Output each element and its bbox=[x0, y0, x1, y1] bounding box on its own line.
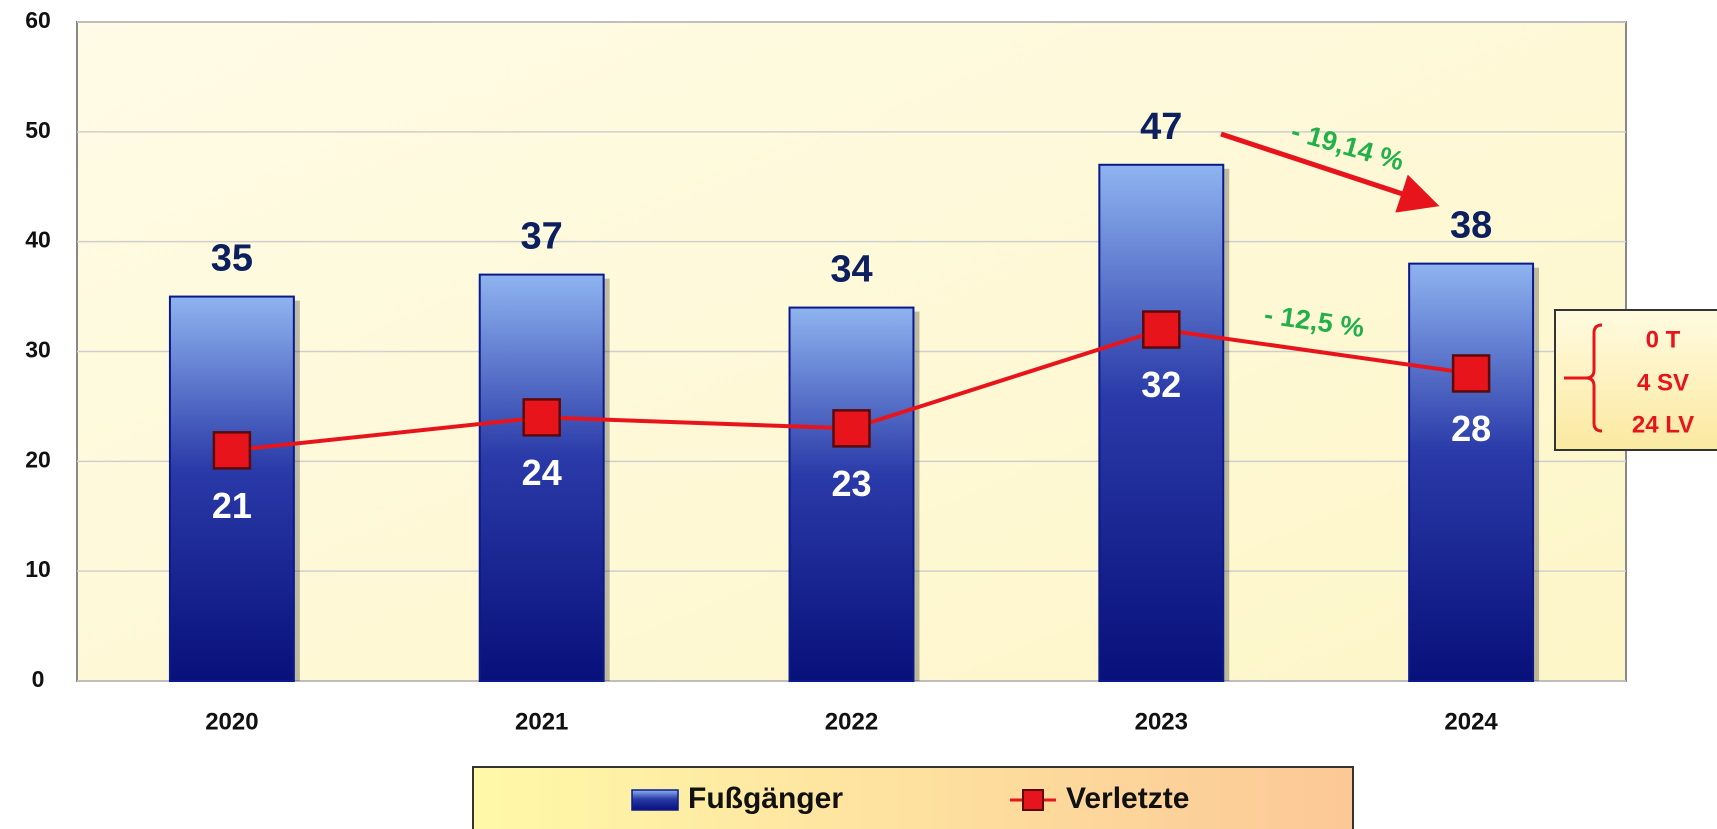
line-marker bbox=[522, 398, 561, 437]
line-marker bbox=[832, 409, 871, 448]
bar-value-label: 47 bbox=[1140, 106, 1182, 148]
bar bbox=[478, 273, 605, 682]
line-marker bbox=[212, 431, 252, 470]
bar-value-label: 34 bbox=[830, 249, 872, 291]
brace bbox=[1564, 323, 1603, 433]
line-value-label: 32 bbox=[1141, 364, 1181, 405]
x-tick-label: 2023 bbox=[1135, 708, 1188, 735]
legend-swatch bbox=[1022, 789, 1044, 811]
bar bbox=[788, 306, 915, 682]
y-tick-label: 20 bbox=[25, 446, 51, 472]
line-value-label: 28 bbox=[1451, 408, 1491, 449]
y-tick-label: 40 bbox=[25, 227, 51, 253]
x-tick-label: 2021 bbox=[515, 708, 568, 735]
bar bbox=[1408, 262, 1535, 682]
x-tick-label: 2024 bbox=[1444, 708, 1498, 735]
legend-label: Fußgänger bbox=[688, 782, 843, 815]
grid: 0 10 20 30 40 50 60 2020 2021 2022 2023 2024 bbox=[25, 7, 1626, 735]
bar-value-label: 38 bbox=[1450, 205, 1492, 247]
y-tick-label: 30 bbox=[25, 337, 51, 363]
trend-arrow bbox=[1220, 131, 1440, 213]
side-note: 0 T bbox=[1646, 326, 1681, 353]
x-tick-label: 2020 bbox=[205, 708, 258, 735]
line-value-label: 24 bbox=[522, 452, 562, 493]
bar bbox=[1098, 163, 1225, 683]
legend: Fußgänger Verletzte bbox=[631, 782, 1189, 815]
side-note: 24 LV bbox=[1632, 411, 1694, 438]
y-tick-label: 50 bbox=[25, 117, 51, 143]
y-tick-label: 10 bbox=[25, 556, 51, 582]
bar bbox=[168, 295, 295, 682]
legend-label: Verletzte bbox=[1066, 782, 1189, 815]
y-tick-label: 0 bbox=[32, 666, 45, 692]
side-note: 4 SV bbox=[1637, 369, 1689, 396]
marks: 35 37 34 47 38 21 24 23 32 28 bbox=[168, 106, 1540, 683]
bar-value-label: 37 bbox=[521, 216, 563, 258]
line-value-label: 23 bbox=[831, 463, 871, 504]
legend-box bbox=[472, 766, 1354, 829]
bar-value-label: 35 bbox=[211, 238, 253, 280]
y-tick-label: 60 bbox=[25, 7, 51, 33]
side-note-box bbox=[1554, 309, 1717, 451]
line-marker bbox=[1142, 310, 1181, 349]
legend-swatch bbox=[631, 789, 679, 811]
line-marker bbox=[1451, 354, 1491, 393]
x-tick-label: 2022 bbox=[825, 708, 878, 735]
line-value-label: 21 bbox=[212, 485, 252, 526]
